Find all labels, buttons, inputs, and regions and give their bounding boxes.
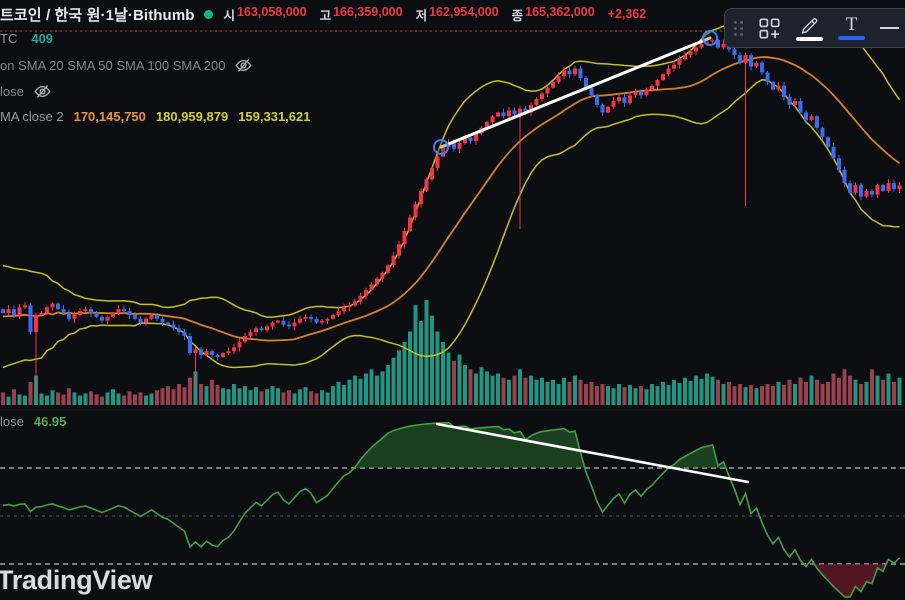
market-open-status-icon: [203, 9, 213, 19]
price-change: +2,362: [607, 7, 647, 21]
add-widget-button[interactable]: [758, 17, 781, 40]
rsi-panel: [0, 421, 905, 598]
eye-hidden-icon[interactable]: [34, 83, 51, 100]
text-tool-icon: T: [845, 14, 858, 35]
add-widget-icon: [759, 17, 780, 39]
bb-upper-value: 180,959,879: [155, 109, 229, 124]
rsi-trendline[interactable]: [435, 422, 750, 484]
ma-ribbon-label: on SMA 20 SMA 50 SMA 100 SMA 200: [0, 58, 226, 73]
pencil-color-bar: [796, 36, 823, 41]
open-label: 시: [223, 8, 236, 23]
volume-legend-label: TC: [0, 31, 18, 46]
ohlc-values: 시 163,058,000 고 166,359,000 저 162,954,000 종…: [224, 5, 595, 24]
legend-bollinger-row: MA close 2 170,145,750 180,959,879 159,3…: [0, 109, 310, 124]
text-color-bar: [838, 36, 865, 40]
bb-lower-value: 159,331,621: [238, 109, 311, 124]
text-tool-button[interactable]: T: [838, 14, 865, 40]
pencil-icon: [801, 17, 818, 34]
close-value: 165,362,000: [525, 4, 595, 19]
floating-toolbar: T: [724, 8, 905, 48]
legend-ma-ribbon-row: on SMA 20 SMA 50 SMA 100 SMA 200: [0, 57, 253, 74]
chart-header: 트코인 / 한국 원·1날·Bithumb 시 163,058,000 고 166,…: [0, 3, 646, 25]
high-value: 166,359,000: [333, 4, 403, 19]
close-label: 종: [511, 8, 524, 23]
drag-handle-icon[interactable]: [734, 20, 743, 36]
main-trendline[interactable]: [439, 36, 712, 149]
legend-rsi-row: lose 46.95: [0, 414, 66, 429]
open-value: 163,058,000: [237, 4, 307, 19]
draw-tool-button[interactable]: [796, 16, 823, 41]
low-label: 저: [415, 8, 428, 23]
rsi-legend-label: lose: [0, 414, 24, 429]
legend-volume-row: TC 409: [0, 31, 53, 46]
tradingview-logo[interactable]: TradingView: [0, 565, 153, 595]
bollinger-legend-label: MA close 2: [0, 109, 64, 124]
rsi-value: 46.95: [33, 414, 67, 429]
volume-value: 409: [31, 31, 54, 46]
volume-bars: [1, 300, 902, 405]
trendline-handle[interactable]: [702, 30, 718, 46]
high-label: 고: [319, 8, 332, 23]
symbol-title[interactable]: 트코인 / 한국 원·1날·Bithumb: [0, 6, 195, 24]
candles: [1, 38, 902, 398]
bb-basis-value: 170,145,750: [73, 109, 146, 124]
low-value: 162,954,000: [429, 4, 499, 19]
rsi-line: [2, 421, 901, 598]
legend-hidden-close-row: lose: [0, 83, 51, 100]
horizontal-line-icon: [880, 27, 899, 29]
close-legend-label: lose: [0, 84, 24, 99]
trendline-handle[interactable]: [433, 139, 449, 155]
line-tool-button[interactable]: [880, 19, 899, 37]
eye-hidden-icon[interactable]: [235, 57, 253, 74]
